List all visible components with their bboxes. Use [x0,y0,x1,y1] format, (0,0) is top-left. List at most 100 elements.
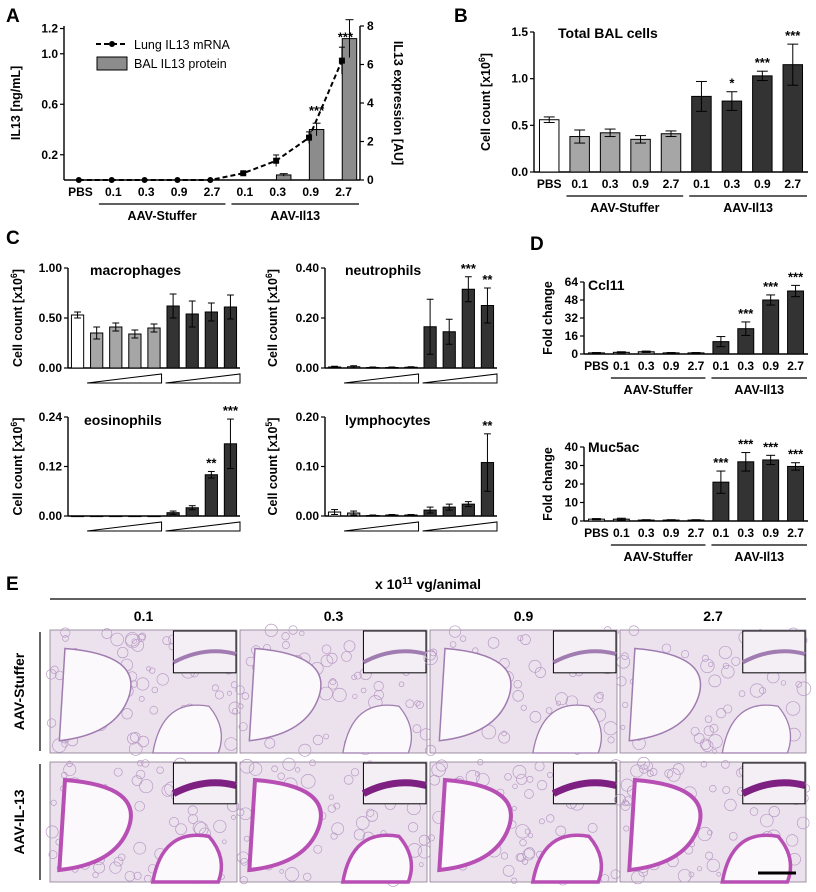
e-alveolus [271,765,278,773]
e-alveolus [688,871,695,878]
B-bar [630,138,651,173]
e-alveolus [701,654,709,662]
a-y-tick-label: 0.2 [41,148,58,162]
e-alveolus [593,693,604,704]
e-alveolus [213,819,227,833]
D2-category-label: PBS [584,526,609,540]
e-alveolus [681,650,690,659]
e-micrograph [235,623,433,757]
e-inset-epithelium [171,779,237,797]
e-alveolus [231,814,236,820]
e-alveolus [477,759,484,766]
C3-y-label: Cell count [x106] [9,418,25,516]
B-significance: *** [755,55,771,70]
D2-category-label: 2.7 [688,526,705,540]
e-alveolus [237,703,244,710]
e-column-label: 0.1 [134,608,154,624]
a-y-tick-label: 0.6 [41,97,58,111]
B-bar [538,119,560,173]
D1-bar [762,299,780,355]
e-alveolus [128,742,143,756]
e-alveolus [716,871,722,877]
D2-y-tick-label: 0 [571,514,578,528]
a-mrna-point [174,177,181,183]
e-alveolus [738,690,746,697]
e-alveolus [125,632,140,647]
D1-category-label: PBS [584,359,609,373]
C3-title: eosinophils [84,412,162,428]
e-alveolus [121,708,133,720]
e-alveolus [520,634,531,646]
D2-category-label: 0.3 [638,526,655,540]
e-alveolus [728,831,738,841]
B-y-label: Cell count [x106] [477,53,493,151]
D2-y-tick-label: 20 [565,477,579,491]
e-airway-lumen [438,647,512,742]
e-alveolus [510,877,518,884]
e-airway-lumen [721,704,792,754]
e-alveolus [135,769,146,780]
e-alveolus [232,707,239,715]
e-alveolus [712,749,718,754]
C2-y-tick-label: 0.20 [296,311,320,325]
e-alveolus [373,689,384,700]
e-alveolus [117,646,129,659]
e-alveolus [498,731,511,744]
e-alveolus [555,825,567,837]
e-alveolus [607,736,615,744]
e-airway-lumen [720,833,793,884]
e-alveolus [279,869,285,874]
D2-category-label: 2.7 [787,526,804,540]
e-alveolus [749,683,765,698]
B-group-label: AAV-Stuffer [590,201,659,215]
e-alveolus [796,816,810,830]
C3-dose-wedge [87,521,163,532]
D1-category-label: 0.9 [663,359,680,373]
e-alveolus [517,853,526,862]
e-alveolus [667,768,681,782]
e-inset-epithelium [552,649,617,665]
panel-label-b: B [454,6,468,27]
e-alveolus [302,872,312,882]
B-category-label: 0.3 [602,177,619,191]
C3-dose-wedge [165,521,241,532]
D2-category-label: 0.9 [663,526,680,540]
e-alveolus [616,655,631,669]
C2-y-tick-label: 0.40 [296,261,320,275]
B-title: Total BAL cells [558,25,658,41]
D1-category-label: 0.1 [713,359,730,373]
e-alveolus [239,876,248,885]
C4-y-tick-label: 0.00 [296,509,320,523]
panel-label-e: E [6,574,19,595]
B-bar [599,132,621,173]
e-alveolus [288,625,298,635]
e-alveolus [628,625,640,636]
a-category-label: PBS [68,185,93,199]
e-alveolus [224,737,238,751]
a-mrna-point [75,177,82,183]
e-airway-lumen [152,704,223,754]
e-alveolus [131,638,137,644]
e-alveolus [435,759,448,772]
D1-category-label: 0.1 [613,359,630,373]
e-alveolus [524,828,531,835]
e-airway-lumen [248,647,322,742]
e-column-label: 2.7 [703,608,723,624]
a-mrna-point [141,177,148,183]
e-alveolus [248,762,263,776]
e-alveolus [323,733,329,740]
e-alveolus [511,805,517,811]
e-alveolus [321,644,332,655]
e-alveolus [516,773,528,785]
a-mrna-point [338,57,345,64]
C3-y-tick-label: 0.00 [39,509,63,523]
D1-group-label: AAV-Stuffer [624,383,693,397]
a-y2-label: IL13 expression [AU] [391,41,405,165]
e-alveolus [677,868,692,883]
e-alveolus [529,711,542,723]
e-alveolus [341,651,352,662]
e-alveolus [221,839,227,845]
e-alveolus [241,692,250,700]
B-category-label: 0.9 [632,177,649,191]
B-y-tick-label: 0.0 [511,165,528,179]
